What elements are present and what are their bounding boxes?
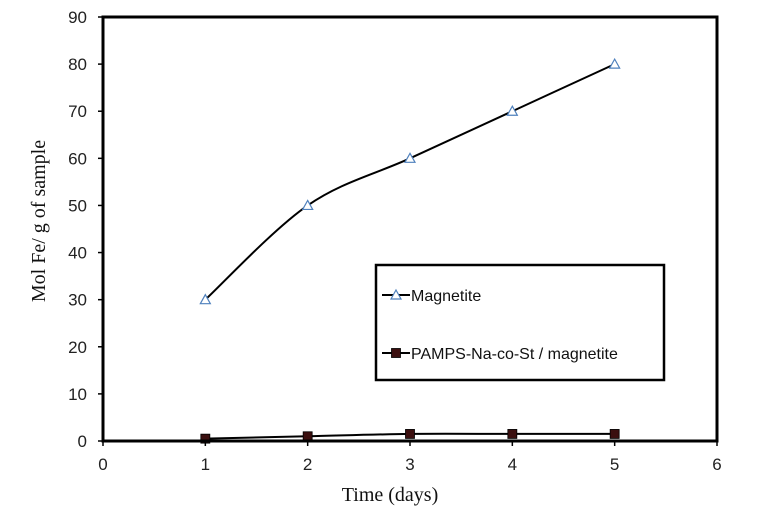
data-point-square <box>609 429 620 439</box>
y-tick-label: 90 <box>68 8 87 27</box>
y-tick-label: 60 <box>68 149 87 168</box>
x-tick-label: 3 <box>405 455 414 474</box>
x-tick-label: 1 <box>201 455 210 474</box>
data-point-triangle <box>506 104 519 116</box>
series-layer <box>199 57 621 444</box>
data-point-square <box>507 429 518 439</box>
data-point-square <box>302 431 313 442</box>
data-point-triangle <box>403 152 417 163</box>
data-point-square <box>405 429 415 439</box>
data-point-triangle <box>301 199 314 211</box>
legend-box <box>374 263 666 382</box>
y-tick-label: 50 <box>68 196 87 215</box>
y-tick-label: 20 <box>68 338 87 357</box>
x-axis-title: Time (days) <box>342 484 438 506</box>
y-tick-label: 40 <box>68 244 87 263</box>
legend-marker-pamps <box>391 348 401 358</box>
data-point-triangle <box>199 293 212 305</box>
legend-label-magnetite: Magnetite <box>411 288 481 305</box>
x-tick-label: 4 <box>508 455 517 474</box>
x-tick-label: 0 <box>98 455 107 474</box>
x-tick-label: 6 <box>712 455 721 474</box>
data-point-triangle <box>608 57 621 69</box>
legend: Magnetite PAMPS-Na-co-St / magnetite <box>374 263 666 382</box>
y-tick-label: 30 <box>68 291 87 310</box>
legend-label-pamps: PAMPS-Na-co-St / magnetite <box>411 346 618 363</box>
legend-marker-magnetite <box>389 288 403 300</box>
x-tick-label: 5 <box>610 455 619 474</box>
y-tick-label: 10 <box>68 385 87 404</box>
x-tick-label: 2 <box>303 455 312 474</box>
y-tick-label: 80 <box>68 55 87 74</box>
y-tick-label: 70 <box>68 102 87 121</box>
y-tick-label: 0 <box>78 432 87 451</box>
y-axis-title: Mol Fe/ g of sample <box>28 140 50 302</box>
